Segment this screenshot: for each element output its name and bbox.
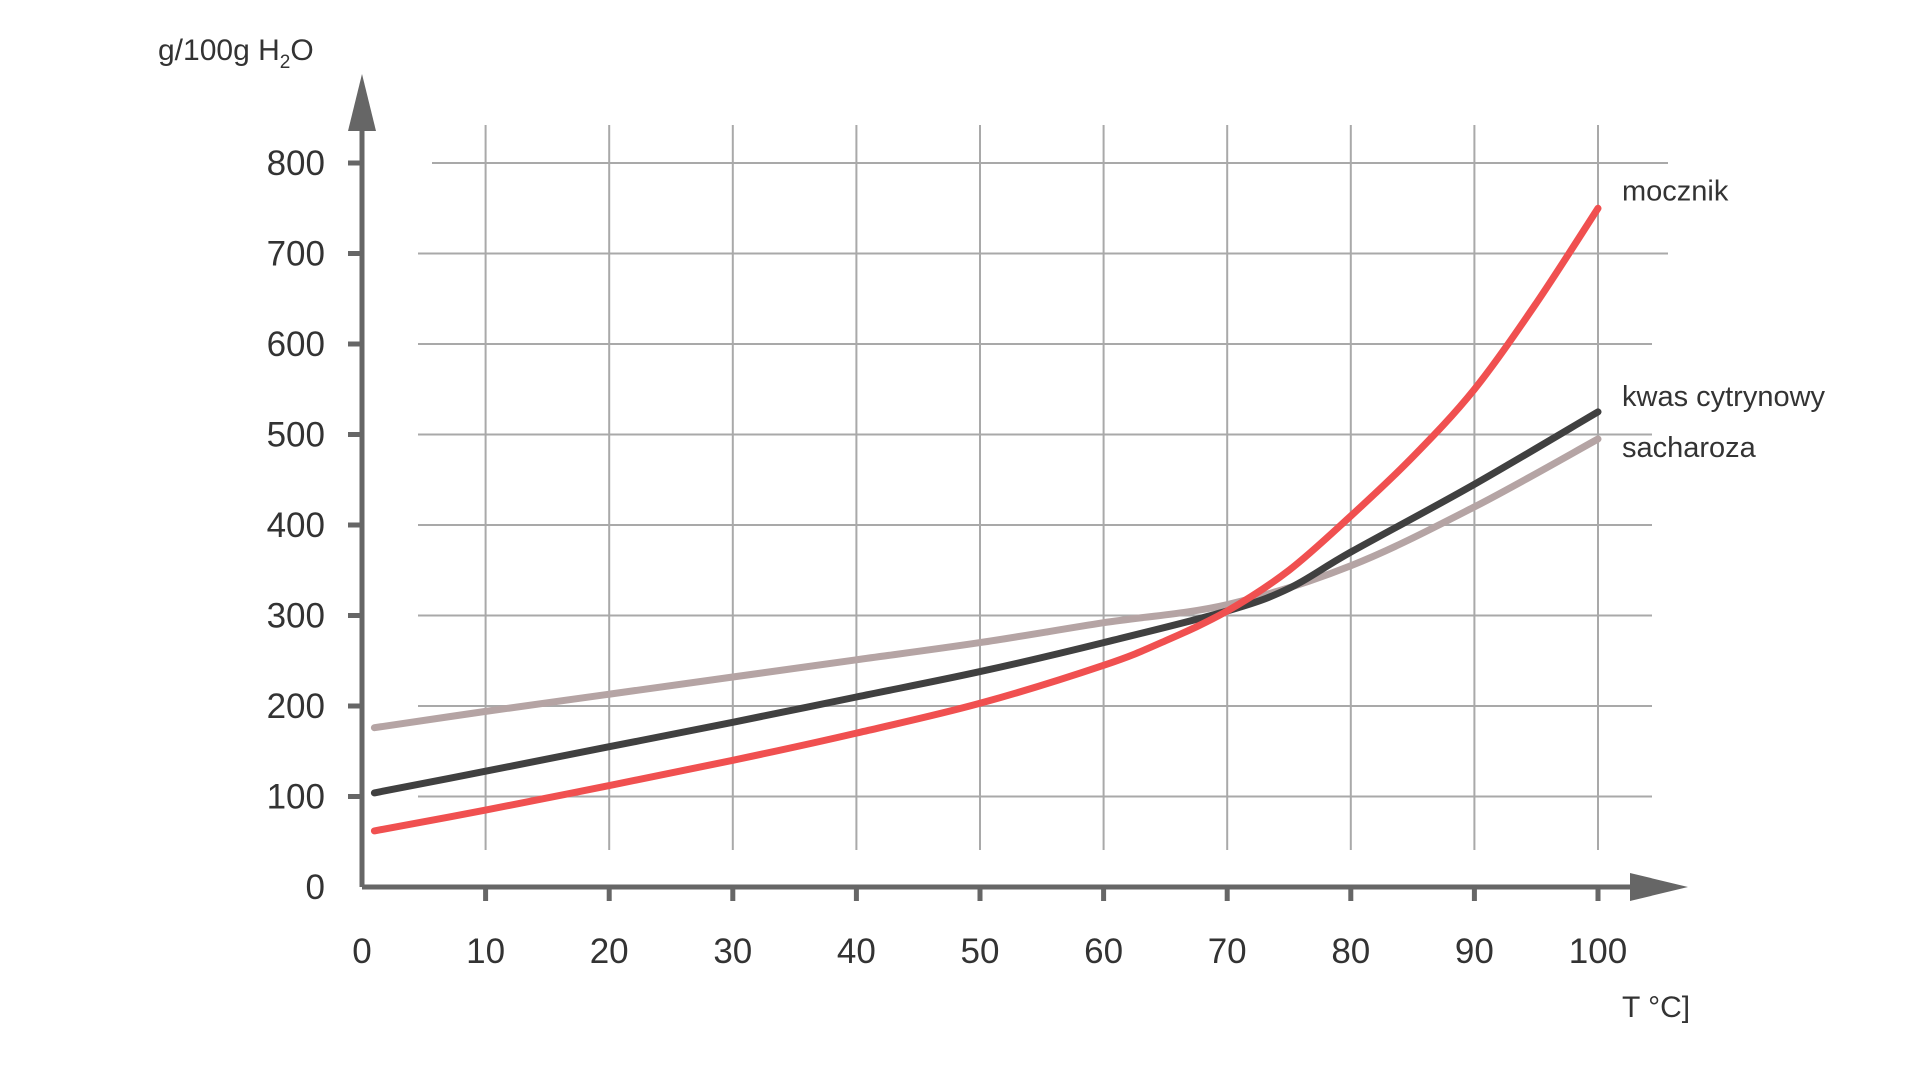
x-tick-label-100: 100 (1569, 932, 1627, 971)
x-axis-title: T °C] (1622, 991, 1690, 1024)
y-axis-title: g/100g H2O (158, 34, 314, 73)
x-tick-label-50: 50 (961, 932, 1000, 971)
y-tick-label-100: 100 (267, 778, 325, 817)
y-tick-label-200: 200 (267, 687, 325, 726)
y-tick-label-700: 700 (267, 235, 325, 274)
series-label-sacharoza: sacharoza (1622, 432, 1757, 464)
series-line-sacharoza (370, 435, 1602, 732)
x-tick-label-20: 20 (590, 932, 629, 971)
grid (418, 125, 1668, 850)
x-tick-label-10: 10 (466, 932, 505, 971)
series-line-mocznik (370, 204, 1602, 835)
series-label-mocznik: mocznik (1622, 175, 1729, 207)
y-tick-label-800: 800 (267, 144, 325, 183)
series-labels: sacharoza kwas cytrynowy mocznik (1622, 175, 1826, 464)
series-label-kwas-cytrynowy: kwas cytrynowy (1622, 381, 1826, 413)
x-tick-label-80: 80 (1331, 932, 1370, 971)
x-tick-label-70: 70 (1208, 932, 1247, 971)
x-tick-label-90: 90 (1455, 932, 1494, 971)
y-axis-arrow (348, 74, 376, 131)
axes (348, 74, 1688, 901)
x-tick-label-0: 0 (352, 932, 371, 971)
series-lines (370, 204, 1602, 835)
y-tick-label-0: 0 (306, 868, 325, 907)
y-tick-label-300: 300 (267, 597, 325, 636)
ticks: 0 10 20 30 40 50 60 70 80 90 100 0 100 200 300 400 500 60… (267, 144, 1628, 971)
x-tick-label-40: 40 (837, 932, 876, 971)
series-line-kwas-cytrynowy (370, 408, 1602, 797)
y-tick-label-500: 500 (267, 416, 325, 455)
x-axis-arrow (1630, 873, 1688, 901)
y-tick-label-600: 600 (267, 325, 325, 364)
x-tick-label-60: 60 (1084, 932, 1123, 971)
y-tick-label-400: 400 (267, 506, 325, 545)
x-tick-label-30: 30 (713, 932, 752, 971)
